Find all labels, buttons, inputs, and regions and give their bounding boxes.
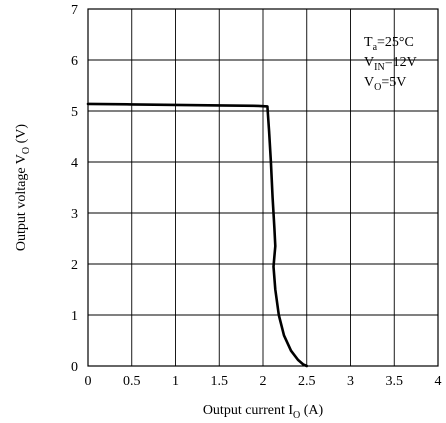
grid [88,9,438,366]
y-tick-label: 7 [71,3,78,18]
condition-vo-sub: O [374,82,381,93]
y-tick-label: 4 [71,156,78,171]
y-tick-label: 5 [71,105,78,120]
condition-vo-tail: =5V [381,75,406,90]
condition-vin-sub: IN [374,62,385,73]
x-tick-label: 1.5 [211,374,229,389]
y-axis-label-main: Output voltage V [14,154,29,251]
condition-vo-main: V [364,75,374,90]
x-axis-label-sub: O [293,410,300,421]
series-line [86,102,309,368]
y-axis-label-sub: O [21,147,32,154]
conditions-box: Ta=25°C VIN=12V VO=5V [364,35,417,93]
x-tick-label: 4 [435,374,442,389]
x-axis-label: Output current IO (A) [203,403,324,421]
x-tick-label: 3.5 [386,374,404,389]
condition-ta-tail: =25°C [377,35,414,50]
y-tick-label: 0 [71,360,78,375]
condition-ta-sub: a [373,42,378,53]
x-tick-label: 0.5 [123,374,141,389]
condition-ta: Ta=25°C [364,35,414,53]
condition-ta-main: T [364,35,373,50]
y-tick-label: 6 [71,54,78,69]
x-tick-label: 0 [85,374,92,389]
y-axis-label: Output voltage VO (V) [14,124,32,251]
condition-vin-main: V [364,55,374,70]
series-layer [86,102,309,368]
condition-vin: VIN=12V [364,55,417,73]
x-tick-label: 1 [172,374,179,389]
y-axis-label-tail: (V) [14,124,29,147]
x-tick-label: 2 [260,374,267,389]
x-tick-labels: 0 0.5 1 1.5 2 2.5 3 3.5 4 [85,374,442,389]
y-tick-label: 2 [71,258,78,273]
y-tick-label: 1 [71,309,78,324]
condition-vo: VO=5V [364,75,406,93]
x-axis-label-tail: (A) [300,403,323,418]
y-tick-label: 3 [71,207,78,222]
plot-frame [87,8,439,367]
condition-vin-tail: =12V [385,55,417,70]
y-tick-labels: 0 1 2 3 4 5 6 7 [71,3,78,375]
x-axis-label-main: Output current I [203,403,294,418]
x-tick-label: 2.5 [298,374,316,389]
x-tick-label: 3 [347,374,354,389]
